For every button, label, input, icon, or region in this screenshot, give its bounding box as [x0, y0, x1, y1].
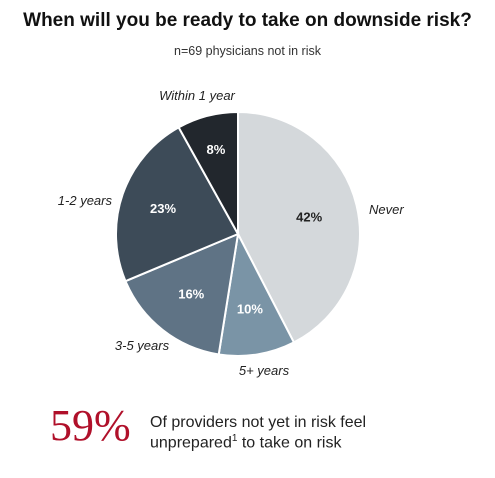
- callout-text: Of providers not yet in risk feel unprep…: [150, 413, 450, 452]
- pie-slice-within-1-year: [177, 110, 239, 238]
- callout-text-line2-pre: unprepared: [150, 433, 232, 451]
- callout-text-line2-post: to take on risk: [237, 433, 342, 451]
- slice-category-label: Within 1 year: [159, 88, 235, 103]
- pie-slice-5-years: [217, 230, 296, 357]
- chart-title: When will you be ready to take on downsi…: [23, 10, 472, 31]
- pie-slice-3-5-years: [124, 232, 240, 356]
- callout-text-line1: Of providers not yet in risk feel: [150, 414, 367, 431]
- slice-value-label: 8%: [207, 142, 226, 157]
- slice-value-label: 42%: [296, 210, 322, 225]
- slice-category-label: 1-2 years: [58, 193, 113, 208]
- footnote-marker: 1: [231, 432, 238, 444]
- slice-value-label: 10%: [237, 302, 263, 317]
- slice-category-label: 5+ years: [239, 363, 290, 378]
- callout-stat: 59%: [50, 401, 131, 450]
- slice-value-label: 23%: [150, 201, 176, 216]
- slice-category-label: 3-5 years: [115, 338, 170, 353]
- pie-slice-never: [237, 110, 361, 344]
- slice-category-label: Never: [369, 202, 404, 217]
- slice-value-label: 16%: [178, 286, 204, 301]
- chart-subtitle: n=69 physicians not in risk: [174, 44, 321, 58]
- pie-slice-1-2-years: [115, 126, 240, 283]
